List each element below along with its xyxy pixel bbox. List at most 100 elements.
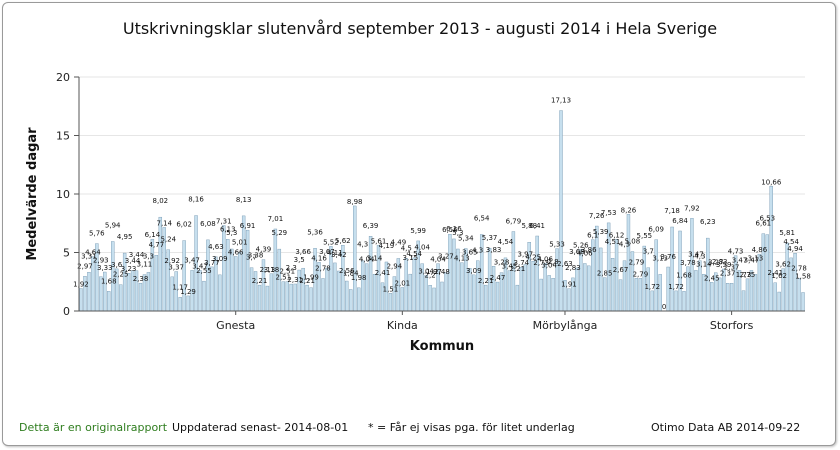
data-label: 6,16 — [446, 225, 462, 233]
data-label: 1,17 — [172, 283, 188, 291]
data-label: 2,21 — [299, 277, 315, 285]
data-label: 7,01 — [268, 215, 284, 223]
data-label: 7,31 — [216, 217, 232, 225]
data-label: 5,36 — [307, 228, 323, 236]
data-label: 3,47 — [732, 256, 748, 264]
x-axis-title: Kommun — [410, 339, 474, 354]
data-label: 5,29 — [272, 229, 288, 237]
y-tick-label: 15 — [56, 130, 70, 143]
data-label: 3,67 — [319, 248, 335, 256]
data-label: 2,97 — [77, 262, 93, 270]
data-label: 3,14 — [367, 254, 383, 262]
bar — [797, 278, 801, 312]
data-label: 2,85 — [597, 270, 613, 278]
data-label: 8,26 — [621, 206, 637, 214]
data-label: 1,97 — [426, 268, 442, 276]
bar — [440, 281, 444, 312]
data-label: 8,13 — [236, 196, 252, 204]
data-label: 5,52 — [323, 238, 339, 246]
bar — [400, 287, 405, 312]
bar — [424, 275, 428, 312]
data-label: 3,04 — [541, 261, 557, 269]
data-label: 5,62 — [335, 237, 351, 245]
data-label: 2,01 — [395, 279, 411, 287]
bar — [654, 239, 658, 312]
bar — [333, 262, 337, 312]
data-label: 2,83 — [712, 258, 728, 266]
bar — [793, 253, 797, 312]
data-label: 3,97 — [518, 251, 534, 259]
data-label: 3,65 — [462, 248, 478, 256]
x-tick-label: Mörbylånga — [533, 319, 598, 332]
data-label: 2,92 — [164, 257, 180, 265]
data-label: 3,18 — [264, 266, 280, 274]
data-label: 4,3 — [472, 247, 483, 255]
data-label: 1,68 — [101, 277, 117, 285]
data-label: 3,23 — [121, 265, 137, 273]
data-label: 10,66 — [761, 178, 782, 186]
data-label: 1,73 — [736, 271, 752, 279]
data-label: 2,45 — [704, 274, 720, 282]
bar — [353, 205, 357, 312]
bar — [543, 263, 547, 312]
data-label: 2,21 — [252, 277, 268, 285]
data-label: 8,02 — [153, 197, 169, 205]
data-label: 6,41 — [529, 222, 545, 230]
bar — [718, 277, 722, 312]
data-label: 2,79 — [629, 258, 645, 266]
bar — [325, 267, 329, 312]
data-label: 6,23 — [700, 218, 716, 226]
data-label: 3,13 — [652, 254, 668, 262]
data-label: 6,53 — [760, 215, 776, 223]
bar — [638, 278, 643, 312]
bar — [345, 280, 349, 312]
data-label: 4,54 — [783, 238, 799, 246]
bar — [388, 293, 393, 312]
data-label: 5,88 — [521, 222, 537, 230]
data-label: 3,47 — [744, 256, 760, 264]
bar — [107, 291, 111, 312]
data-label: 5,81 — [779, 229, 795, 237]
original-report-link[interactable]: Detta är en originalrapport — [19, 421, 168, 434]
data-label: 5,34 — [458, 235, 474, 243]
x-tick-label: Storfors — [710, 319, 754, 332]
data-label: 4,16 — [311, 254, 327, 262]
data-label: 5,37 — [482, 234, 498, 242]
data-label: 5,76 — [89, 230, 105, 238]
bar — [360, 260, 365, 312]
data-label: 3,37 — [168, 264, 184, 272]
y-tick-label: 0 — [63, 305, 70, 318]
data-label: 2,78 — [791, 264, 807, 272]
data-label: 3,77 — [204, 259, 220, 267]
bar — [602, 277, 607, 312]
data-label: 1,91 — [561, 281, 577, 289]
bar — [249, 267, 254, 312]
data-label: 4,11 — [327, 249, 343, 257]
data-label: 6,02 — [176, 221, 192, 229]
bar — [801, 292, 805, 312]
bar — [495, 281, 500, 312]
bar — [491, 265, 496, 312]
data-label: 1,51 — [383, 285, 399, 293]
data-label: 4,04 — [414, 244, 430, 252]
bar — [575, 267, 579, 312]
data-label: 6,54 — [474, 214, 490, 222]
data-label: 6,14 — [145, 231, 161, 239]
data-label: 5,3 — [452, 229, 463, 237]
data-label: 2,51 — [276, 274, 292, 282]
data-label: 4,86 — [752, 246, 768, 254]
data-label: 2,41 — [767, 269, 783, 277]
data-label: 2,94 — [387, 263, 403, 271]
bar — [725, 283, 730, 312]
bar — [293, 283, 297, 312]
bar — [741, 290, 746, 312]
data-label: 6,09 — [648, 226, 664, 234]
data-label: 3,04 — [418, 267, 434, 275]
data-label: 3,5 — [294, 256, 305, 264]
bar — [579, 249, 583, 312]
data-label: 1,98 — [351, 274, 367, 282]
data-label: 1,68 — [676, 271, 692, 279]
data-label: 6,13 — [220, 225, 236, 233]
data-label: 1,58 — [795, 273, 811, 281]
data-label: 2,38 — [133, 275, 149, 283]
